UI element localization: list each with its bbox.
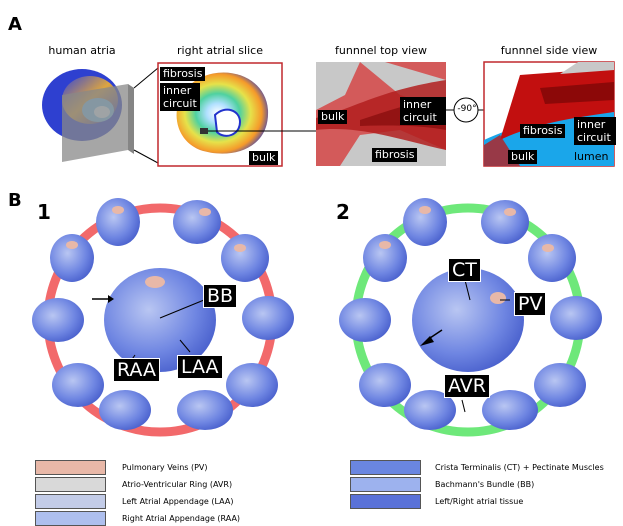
panel-b-letter: B: [8, 190, 22, 211]
side-label-lumen: lumen: [574, 150, 609, 163]
legend-label: Left/Right atrial tissue: [435, 497, 524, 506]
legend-label: Bachmann's Bundle (BB): [435, 480, 535, 489]
legend-swatch: [35, 511, 106, 526]
ring1-number: 1: [37, 200, 51, 224]
side-label-fibrosis: fibrosis: [520, 124, 566, 138]
legend-left: Pulmonary Veins (PV) Atrio-Ventricular R…: [35, 460, 240, 526]
legend-right: Crista Terminalis (CT) + Pectinate Muscl…: [350, 460, 604, 509]
legend-item: Bachmann's Bundle (BB): [350, 477, 604, 492]
legend-item: Left/Right atrial tissue: [350, 494, 604, 509]
legend-label: Left Atrial Appendage (LAA): [122, 497, 234, 506]
rotation-label: -90°: [457, 104, 477, 114]
legend-item: Left Atrial Appendage (LAA): [35, 494, 240, 509]
label-avr: AVR: [444, 374, 490, 398]
caption-human-atria: human atria: [48, 44, 116, 57]
human-atria-image: [42, 69, 134, 162]
legend-label: Right Atrial Appendage (RAA): [122, 514, 241, 523]
side-label-inner-circuit: inner circuit: [574, 117, 616, 145]
label-laa: LAA: [177, 355, 223, 379]
side-label-bulk: bulk: [508, 150, 538, 164]
top-label-bulk: bulk: [318, 110, 348, 124]
legend-item: Right Atrial Appendage (RAA): [35, 511, 240, 526]
slice-label-inner-circuit: inner circuit: [160, 83, 200, 111]
slice-label-fibrosis: fibrosis: [160, 67, 206, 81]
legend-swatch: [350, 477, 421, 492]
panel-a-letter: A: [8, 14, 22, 35]
legend-swatch: [35, 460, 106, 475]
top-label-inner-circuit: inner circuit: [400, 97, 446, 125]
label-raa: RAA: [113, 358, 160, 382]
legend-label: Atrio-Ventricular Ring (AVR): [122, 480, 233, 489]
legend-label: Crista Terminalis (CT) + Pectinate Muscl…: [435, 463, 604, 472]
legend-swatch: [350, 494, 421, 509]
legend-swatch: [35, 477, 106, 492]
legend-label: Pulmonary Veins (PV): [122, 463, 208, 472]
legend-item: Crista Terminalis (CT) + Pectinate Muscl…: [350, 460, 604, 475]
label-ct: CT: [448, 258, 481, 282]
ring2-number: 2: [336, 200, 350, 224]
legend-item: Pulmonary Veins (PV): [35, 460, 240, 475]
caption-funnel-side: funnnel side view: [500, 44, 598, 57]
legend-swatch: [35, 494, 106, 509]
caption-right-atrial-slice: right atrial slice: [177, 44, 263, 57]
label-pv: PV: [514, 292, 547, 316]
legend-item: Atrio-Ventricular Ring (AVR): [35, 477, 240, 492]
top-label-fibrosis: fibrosis: [372, 148, 418, 162]
slice-label-bulk: bulk: [249, 151, 279, 165]
ring1-hearts: [32, 198, 294, 430]
caption-funnel-top: funnnel top view: [335, 44, 427, 57]
legend-swatch: [350, 460, 421, 475]
label-bb: BB: [203, 284, 238, 308]
